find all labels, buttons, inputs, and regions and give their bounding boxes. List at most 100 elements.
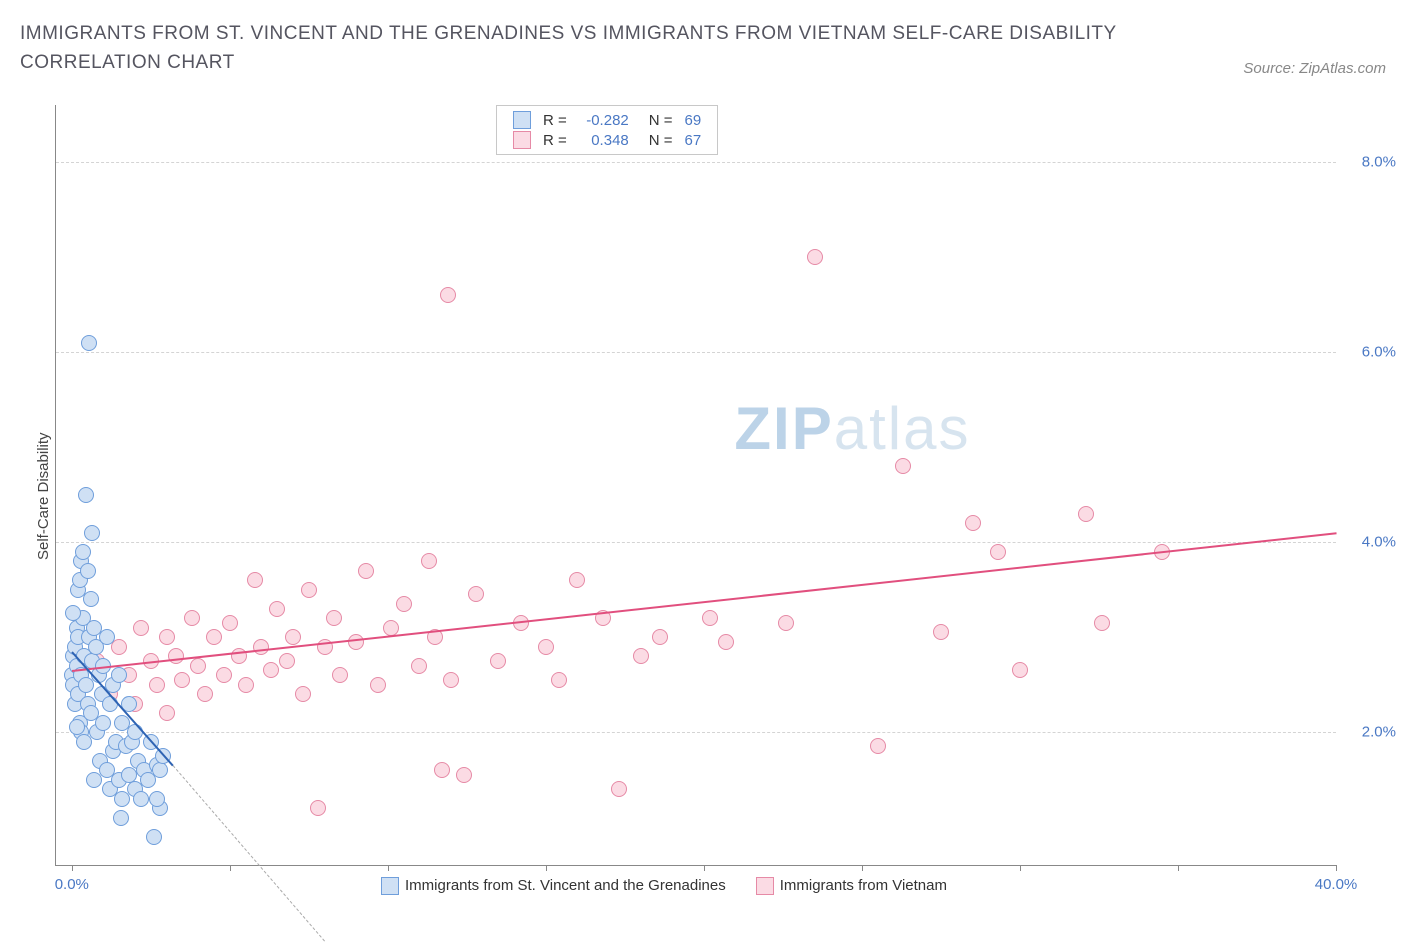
- scatter-point-vnm: [332, 667, 348, 683]
- scatter-point-vnm: [301, 582, 317, 598]
- x-tick-mark: [1178, 865, 1179, 871]
- scatter-point-svg: [84, 525, 100, 541]
- scatter-point-vnm: [247, 572, 263, 588]
- source-attribution: Source: ZipAtlas.com: [1243, 60, 1386, 77]
- scatter-point-vnm: [159, 705, 175, 721]
- scatter-point-vnm: [778, 615, 794, 631]
- scatter-point-vnm: [702, 610, 718, 626]
- legend-item[interactable]: Immigrants from St. Vincent and the Gren…: [381, 877, 726, 895]
- legend-swatch-icon: [513, 111, 531, 129]
- scatter-point-vnm: [443, 672, 459, 688]
- scatter-point-vnm: [159, 629, 175, 645]
- scatter-point-vnm: [965, 515, 981, 531]
- scatter-point-vnm: [279, 653, 295, 669]
- x-tick-mark: [1336, 865, 1337, 871]
- scatter-point-vnm: [111, 639, 127, 655]
- legend-item[interactable]: Immigrants from Vietnam: [756, 877, 947, 895]
- x-tick-mark: [1020, 865, 1021, 871]
- scatter-point-svg: [99, 629, 115, 645]
- y-tick-label: 4.0%: [1346, 534, 1396, 551]
- scatter-point-svg: [146, 829, 162, 845]
- x-tick-mark: [230, 865, 231, 871]
- scatter-point-vnm: [197, 686, 213, 702]
- scatter-point-vnm: [895, 458, 911, 474]
- scatter-point-svg: [127, 724, 143, 740]
- scatter-point-svg: [69, 719, 85, 735]
- scatter-point-vnm: [538, 639, 554, 655]
- gridline: [56, 162, 1336, 163]
- x-tick-label: 0.0%: [55, 876, 89, 893]
- legend-swatch-icon: [513, 131, 531, 149]
- scatter-point-vnm: [633, 648, 649, 664]
- scatter-point-svg: [78, 487, 94, 503]
- scatter-point-vnm: [149, 677, 165, 693]
- legend-swatch-icon: [381, 877, 399, 895]
- scatter-point-svg: [113, 810, 129, 826]
- scatter-point-vnm: [434, 762, 450, 778]
- scatter-point-vnm: [652, 629, 668, 645]
- trend-line: [173, 765, 325, 941]
- chart-title: IMMIGRANTS FROM ST. VINCENT AND THE GREN…: [20, 20, 1140, 77]
- x-tick-mark: [704, 865, 705, 871]
- scatter-point-vnm: [933, 624, 949, 640]
- scatter-point-vnm: [807, 249, 823, 265]
- y-tick-label: 6.0%: [1346, 344, 1396, 361]
- scatter-point-svg: [111, 667, 127, 683]
- scatter-point-vnm: [222, 615, 238, 631]
- scatter-point-vnm: [216, 667, 232, 683]
- scatter-point-svg: [83, 591, 99, 607]
- y-axis-label: Self-Care Disability: [35, 432, 52, 560]
- scatter-point-vnm: [990, 544, 1006, 560]
- scatter-point-vnm: [269, 601, 285, 617]
- scatter-point-vnm: [370, 677, 386, 693]
- scatter-point-vnm: [184, 610, 200, 626]
- x-tick-label: 40.0%: [1315, 876, 1358, 893]
- legend-series: Immigrants from St. Vincent and the Gren…: [381, 877, 947, 895]
- legend-label: Immigrants from Vietnam: [780, 877, 947, 894]
- scatter-point-vnm: [238, 677, 254, 693]
- scatter-point-vnm: [358, 563, 374, 579]
- gridline: [56, 542, 1336, 543]
- x-tick-mark: [72, 865, 73, 871]
- scatter-point-vnm: [1012, 662, 1028, 678]
- scatter-point-vnm: [168, 648, 184, 664]
- scatter-point-vnm: [310, 800, 326, 816]
- scatter-point-svg: [65, 605, 81, 621]
- scatter-point-svg: [152, 762, 168, 778]
- scatter-point-vnm: [411, 658, 427, 674]
- watermark: ZIPatlas: [734, 394, 970, 463]
- scatter-point-svg: [81, 335, 97, 351]
- scatter-point-vnm: [611, 781, 627, 797]
- legend-swatch-icon: [756, 877, 774, 895]
- x-tick-mark: [388, 865, 389, 871]
- legend-label: Immigrants from St. Vincent and the Gren…: [405, 877, 726, 894]
- scatter-point-svg: [95, 715, 111, 731]
- scatter-point-vnm: [870, 738, 886, 754]
- scatter-point-vnm: [1078, 506, 1094, 522]
- x-tick-mark: [546, 865, 547, 871]
- scatter-point-vnm: [133, 620, 149, 636]
- scatter-point-vnm: [569, 572, 585, 588]
- chart-plot-area: 2.0%4.0%6.0%8.0%0.0%40.0%ZIPatlasR = -0.…: [55, 105, 1336, 866]
- scatter-point-svg: [102, 696, 118, 712]
- scatter-point-vnm: [190, 658, 206, 674]
- scatter-point-vnm: [551, 672, 567, 688]
- scatter-point-vnm: [1094, 615, 1110, 631]
- scatter-point-vnm: [490, 653, 506, 669]
- scatter-point-svg: [75, 544, 91, 560]
- scatter-point-svg: [80, 563, 96, 579]
- scatter-point-vnm: [326, 610, 342, 626]
- scatter-point-vnm: [295, 686, 311, 702]
- scatter-point-vnm: [718, 634, 734, 650]
- scatter-point-svg: [133, 791, 149, 807]
- y-tick-label: 2.0%: [1346, 724, 1396, 741]
- scatter-point-vnm: [440, 287, 456, 303]
- scatter-point-vnm: [348, 634, 364, 650]
- y-tick-label: 8.0%: [1346, 154, 1396, 171]
- legend-stats-box: R = -0.282N = 69R = 0.348N = 67: [496, 105, 718, 155]
- scatter-point-vnm: [396, 596, 412, 612]
- x-tick-mark: [862, 865, 863, 871]
- trend-line: [72, 533, 1336, 673]
- scatter-point-vnm: [468, 586, 484, 602]
- scatter-point-vnm: [383, 620, 399, 636]
